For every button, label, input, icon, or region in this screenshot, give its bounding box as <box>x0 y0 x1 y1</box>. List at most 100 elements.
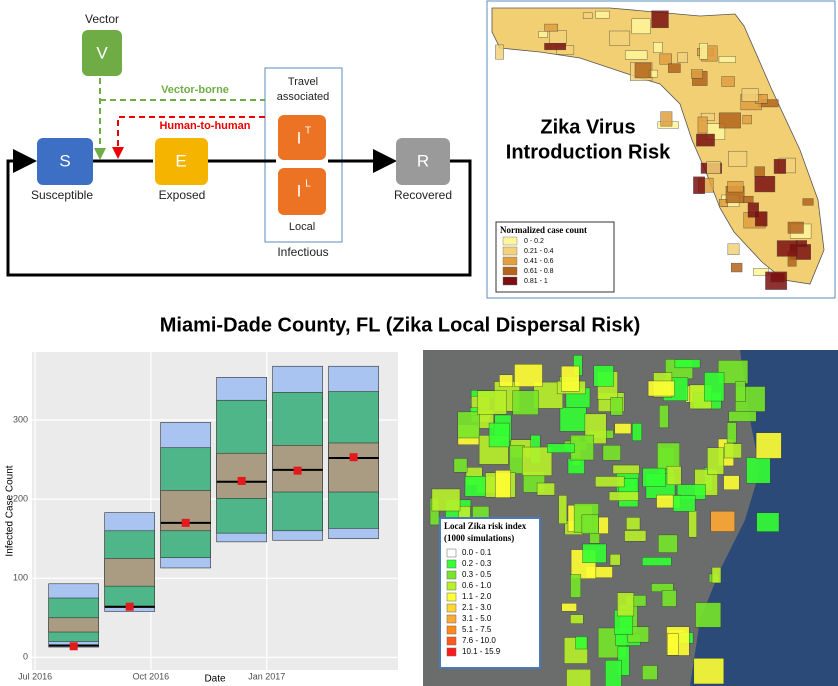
tract <box>755 432 782 459</box>
legend-label: 0.61 - 0.8 <box>524 268 554 275</box>
x-axis-label: Date <box>204 674 226 685</box>
florida-map: Zika Virus Introduction Risk Normalized … <box>486 0 836 299</box>
county <box>609 30 631 46</box>
y-tick-label: 100 <box>13 573 28 583</box>
edge-label: Vector-borne <box>161 84 229 96</box>
tract <box>704 372 725 402</box>
tract <box>431 488 461 512</box>
legend-label: 10.1 - 15.9 <box>462 647 501 656</box>
tract <box>672 495 696 512</box>
county <box>727 181 744 193</box>
county <box>677 52 688 63</box>
tract <box>717 360 749 384</box>
tract <box>659 405 669 429</box>
mean-point <box>69 642 78 651</box>
county <box>696 133 715 147</box>
node-label: E <box>175 151 186 170</box>
county <box>668 63 681 73</box>
tract <box>547 443 575 453</box>
infectious-group <box>264 67 343 243</box>
tract <box>567 458 585 474</box>
tract <box>746 457 771 484</box>
county <box>743 195 754 203</box>
legend-title: Local Zika risk index <box>444 521 527 531</box>
box-inner <box>216 452 267 499</box>
legend-label: 3.1 - 5.0 <box>462 614 492 623</box>
county <box>659 53 672 65</box>
legend-label: 1.1 - 2.0 <box>462 592 492 601</box>
tract <box>641 557 672 566</box>
legend-swatch <box>446 636 457 646</box>
legend-swatch <box>502 266 518 276</box>
node-caption: Recovered <box>394 188 452 202</box>
legend-swatch <box>446 570 457 580</box>
tract <box>453 458 468 473</box>
legend-label: 5.1 - 7.5 <box>462 625 492 634</box>
tract <box>666 466 682 485</box>
county <box>754 211 768 227</box>
tract <box>570 614 584 624</box>
tract <box>595 476 625 488</box>
mean-point <box>237 476 246 485</box>
tract <box>609 554 621 566</box>
tract <box>642 467 666 487</box>
county <box>651 10 669 29</box>
node-label: I <box>297 128 302 147</box>
heading: Miami-Dade County, FL (Zika Local Disper… <box>160 314 640 336</box>
human-line <box>112 116 265 159</box>
node-label: I <box>297 181 302 200</box>
county <box>595 10 610 19</box>
county <box>549 30 567 44</box>
legend-label: 0.21 - 0.4 <box>524 248 554 255</box>
county <box>802 198 814 206</box>
group-caption: Travel <box>288 76 318 88</box>
tract <box>693 658 725 685</box>
tract <box>688 510 697 538</box>
tract <box>667 633 679 656</box>
tract <box>661 590 677 607</box>
tract <box>514 364 543 387</box>
tract <box>536 482 555 496</box>
state-shape <box>491 7 825 285</box>
y-tick-label: 300 <box>13 414 28 424</box>
x-tick-label: Jul 2016 <box>18 671 52 681</box>
tract <box>657 534 678 553</box>
county <box>544 42 567 51</box>
legend-title: Normalized case count <box>500 225 587 235</box>
county <box>693 176 705 194</box>
tract <box>632 423 642 442</box>
tract <box>561 602 577 612</box>
node-sup: L <box>305 179 311 190</box>
county <box>495 44 504 60</box>
tract <box>464 476 486 497</box>
x-tick-label: Oct 2016 <box>133 671 170 681</box>
legend-box <box>439 517 541 669</box>
county <box>624 50 648 60</box>
tract <box>612 464 640 474</box>
tract <box>610 397 623 416</box>
county <box>721 76 735 87</box>
tract <box>723 475 740 491</box>
legend-swatch <box>446 625 457 635</box>
tract <box>570 574 582 598</box>
legend-label: 0.0 - 0.1 <box>462 548 492 557</box>
node-label: R <box>417 151 429 170</box>
county <box>776 240 798 257</box>
county <box>730 262 743 273</box>
county <box>727 243 740 255</box>
legend-swatch <box>446 581 457 591</box>
tract <box>575 636 588 650</box>
legend-label: 7.6 - 10.0 <box>462 636 496 645</box>
county <box>538 31 548 38</box>
y-tick-label: 0 <box>23 652 28 662</box>
county <box>741 88 759 102</box>
tract <box>724 443 742 459</box>
tract <box>559 407 587 432</box>
tract <box>617 592 635 617</box>
tract <box>593 365 614 387</box>
county <box>544 23 559 32</box>
county <box>747 202 759 218</box>
tract <box>624 530 647 542</box>
county <box>742 114 752 125</box>
